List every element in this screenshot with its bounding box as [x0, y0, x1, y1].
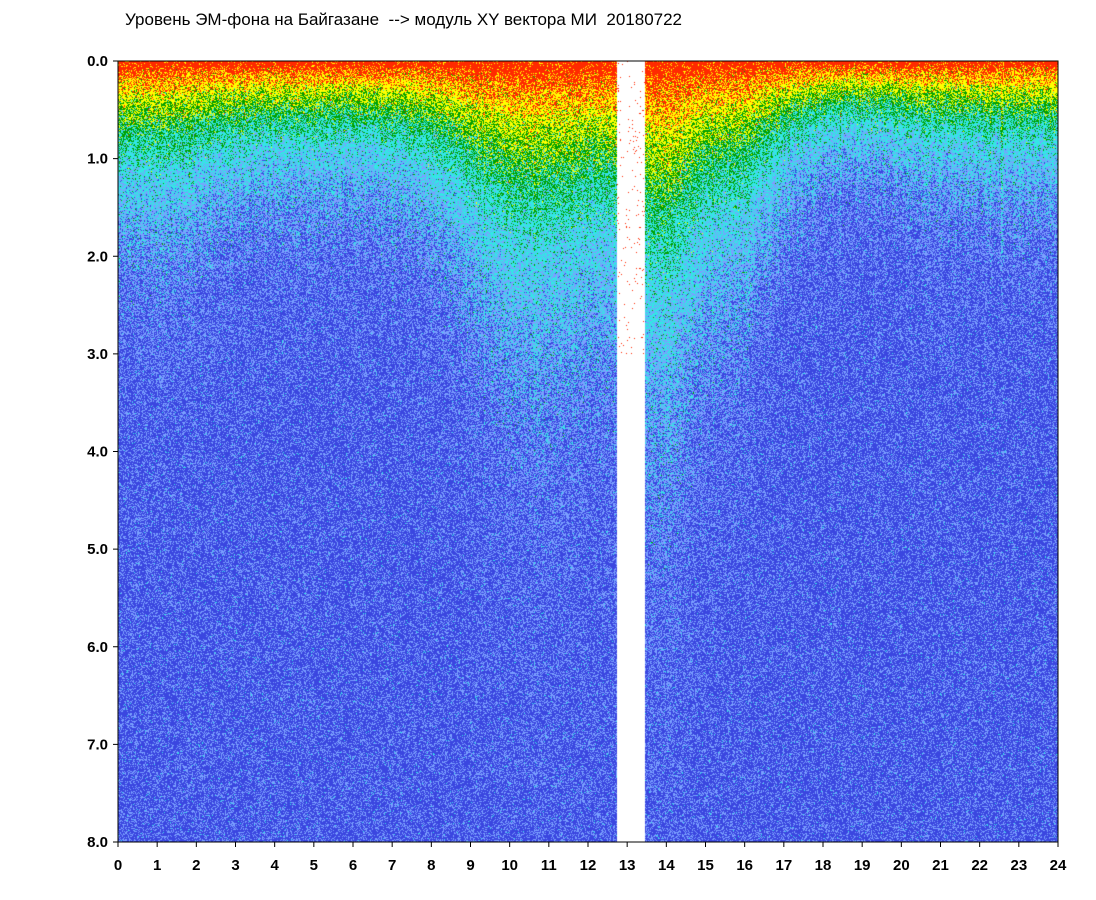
x-tick-label: 11 [541, 857, 557, 874]
heatmap-cells [118, 61, 1058, 842]
chart-title: Уровень ЭМ-фона на Байгазане --> модуль … [125, 10, 683, 29]
x-tick-label: 2 [192, 857, 200, 874]
y-tick-label: 5.0 [87, 541, 108, 558]
x-tick-label: 17 [775, 857, 792, 874]
y-tick-label: 4.0 [87, 444, 108, 461]
y-tick-label: 3.0 [87, 346, 108, 363]
x-tick-label: 9 [466, 857, 474, 874]
x-tick-label: 13 [619, 857, 636, 874]
y-axis: 0.0 1.0 2.0 3.0 4.0 5.0 6.0 7.0 8.0 [87, 53, 118, 851]
x-tick-label: 12 [580, 857, 597, 874]
x-tick-label: 20 [893, 857, 910, 874]
x-axis: 0 1 2 3 4 5 6 7 8 9 10 11 12 13 14 15 16 17 18 19 20 21 22 23 24 [114, 842, 1067, 874]
y-tick-label: 0.0 [87, 53, 108, 70]
x-tick-label: 1 [153, 857, 161, 874]
y-tick-label: 6.0 [87, 639, 108, 656]
x-tick-label: 24 [1050, 857, 1067, 874]
y-tick-label: 2.0 [87, 248, 108, 265]
y-tick-label: 8.0 [87, 834, 108, 851]
y-tick-label: 1.0 [87, 151, 108, 168]
y-tick-label: 7.0 [87, 736, 108, 753]
x-tick-label: 14 [658, 857, 675, 874]
x-tick-label: 19 [854, 857, 871, 874]
x-tick-label: 15 [697, 857, 714, 874]
x-tick-label: 5 [310, 857, 318, 874]
x-tick-label: 8 [427, 857, 435, 874]
x-tick-label: 22 [971, 857, 988, 874]
x-tick-label: 18 [815, 857, 832, 874]
x-tick-label: 16 [736, 857, 753, 874]
x-tick-label: 4 [270, 857, 279, 874]
x-tick-label: 3 [231, 857, 239, 874]
x-tick-label: 10 [501, 857, 518, 874]
x-tick-label: 21 [932, 857, 949, 874]
heatmap-layer [118, 61, 1058, 842]
x-tick-label: 23 [1010, 857, 1027, 874]
x-tick-label: 0 [114, 857, 122, 874]
x-tick-label: 7 [388, 857, 396, 874]
x-tick-label: 6 [349, 857, 357, 874]
